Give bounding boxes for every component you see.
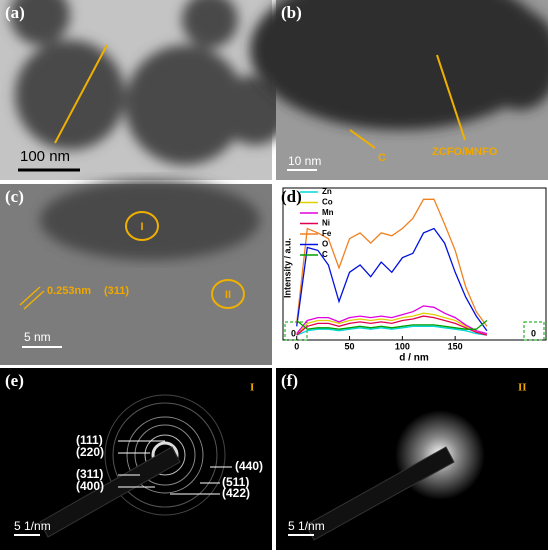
- data-line: [296, 315, 488, 336]
- annotation: 0: [291, 328, 296, 338]
- pointer: [349, 129, 376, 149]
- legend-label: Fe: [322, 229, 332, 238]
- ring-label: (422): [222, 486, 250, 500]
- scale-label: 100 nm: [20, 148, 70, 165]
- panel-d: (d) 0 50 100 150 d / nm Intensity / a.u. 0 0 Zn C…: [276, 184, 548, 365]
- region-label: II: [518, 382, 527, 394]
- panel-label: (f): [281, 371, 298, 390]
- scale-label: 10 nm: [288, 154, 321, 168]
- region-label: I: [140, 221, 143, 233]
- pointer: [436, 54, 466, 141]
- panel-label: (a): [5, 3, 25, 22]
- particles: [10, 0, 290, 165]
- data-line: [296, 198, 488, 327]
- region-marker: [125, 211, 159, 241]
- profile-line: [54, 44, 108, 144]
- panel-c: I II 0.253nm (311) 5 nm (c): [0, 180, 272, 365]
- phase-label: ZCFO/MNFO: [432, 146, 498, 158]
- ring-label: (111): [76, 433, 103, 447]
- legend-label: Mn: [322, 208, 334, 217]
- ring-pointers: [118, 440, 232, 495]
- chart-background: [276, 184, 548, 365]
- rings: [104, 394, 226, 516]
- x-axis-label: d / nm: [399, 353, 429, 364]
- spacing-label: 0.253nm: [47, 285, 91, 297]
- ring-label: (511): [222, 475, 249, 489]
- panel-label: (c): [5, 187, 24, 206]
- panel-label: (d): [281, 187, 302, 206]
- ring-labels: (111)(220) (311)(400) (440) (511)(422): [76, 433, 263, 500]
- plot-frame: [282, 187, 547, 341]
- fringe-marker: [19, 286, 41, 306]
- scale-label: 5 1/nm: [288, 519, 325, 533]
- legend-label: Co: [322, 198, 333, 207]
- legend-label: Zn: [322, 187, 332, 196]
- scale-label: 5 1/nm: [14, 519, 51, 533]
- region-label: II: [225, 289, 231, 301]
- x-tick-label: 150: [448, 341, 463, 351]
- x-tick-label: 100: [395, 341, 410, 351]
- legend-label: C: [322, 250, 328, 259]
- region-label: I: [250, 382, 254, 394]
- panel-label: (e): [5, 371, 24, 390]
- x-tick-label: 50: [345, 341, 355, 351]
- ring-label: (400): [76, 479, 104, 493]
- particle: [250, 0, 548, 130]
- data-line: [296, 312, 488, 336]
- beam-stop: [39, 446, 181, 538]
- fringe-marker: [23, 290, 45, 310]
- x-tick-label: 0: [294, 341, 299, 351]
- plane-label: (311): [104, 285, 129, 297]
- edge-box: [523, 321, 545, 341]
- ring-label: (311): [76, 467, 103, 481]
- particle: [40, 180, 260, 260]
- panel-f: II 5 1/nm (f): [276, 368, 548, 550]
- data-line: [296, 325, 487, 336]
- panel-e: (111)(220) (311)(400) (440) (511)(422) I 5 …: [0, 368, 272, 550]
- data-line: [296, 319, 488, 330]
- data-line: [296, 227, 488, 332]
- data-line: [296, 305, 488, 335]
- ring-label: (220): [76, 445, 104, 459]
- panel-label: (b): [281, 3, 302, 22]
- legend-label: Ni: [322, 219, 330, 228]
- region-marker: [211, 279, 245, 309]
- carbon-label: C: [378, 152, 386, 164]
- annotation: 0: [531, 328, 536, 338]
- ring-label: (440): [235, 459, 263, 473]
- scale-label: 5 nm: [24, 330, 51, 344]
- panel-b: C ZCFO/MNFO 10 nm (b): [250, 0, 548, 180]
- legend-label: O: [322, 240, 328, 249]
- panel-a: 100 nm (a): [0, 0, 290, 180]
- y-axis-label: Intensity / a.u.: [282, 238, 292, 298]
